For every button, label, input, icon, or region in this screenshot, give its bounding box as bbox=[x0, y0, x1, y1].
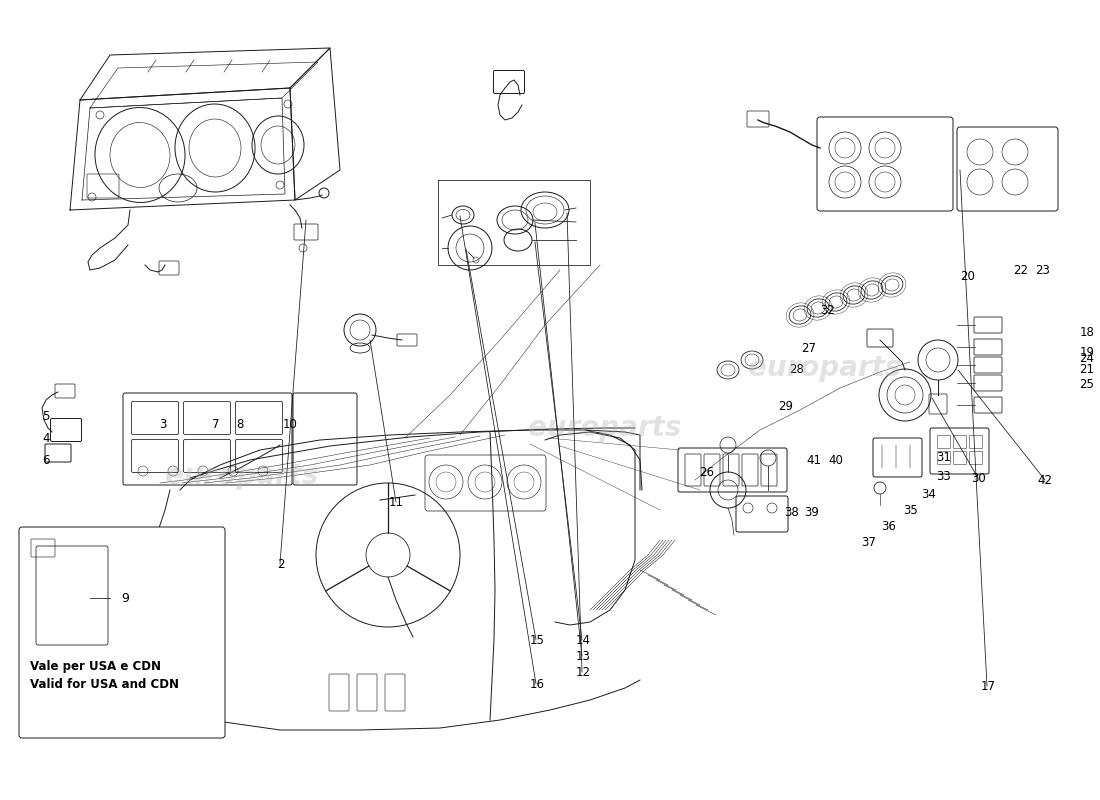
Text: 35: 35 bbox=[903, 504, 918, 517]
Text: 30: 30 bbox=[971, 472, 987, 485]
Text: 38: 38 bbox=[784, 506, 800, 518]
Text: 31: 31 bbox=[936, 451, 952, 464]
Text: Vale per USA e CDN: Vale per USA e CDN bbox=[30, 660, 161, 673]
Text: 26: 26 bbox=[698, 466, 714, 478]
Text: 18: 18 bbox=[1079, 326, 1094, 338]
Text: 12: 12 bbox=[575, 666, 591, 678]
Text: 29: 29 bbox=[778, 400, 793, 413]
Text: europarts: europarts bbox=[528, 414, 682, 442]
Text: europarts: europarts bbox=[165, 462, 319, 490]
Text: 4: 4 bbox=[43, 432, 50, 445]
Text: 16: 16 bbox=[529, 678, 544, 690]
Text: 14: 14 bbox=[575, 634, 591, 646]
Text: 32: 32 bbox=[820, 304, 835, 317]
Text: 17: 17 bbox=[980, 680, 996, 693]
Text: 8: 8 bbox=[236, 418, 243, 430]
Text: 2: 2 bbox=[277, 558, 284, 570]
Text: 23: 23 bbox=[1035, 264, 1050, 277]
Text: 9: 9 bbox=[121, 591, 129, 605]
Text: 40: 40 bbox=[828, 454, 844, 467]
Text: 34: 34 bbox=[921, 488, 936, 501]
Text: Valid for USA and CDN: Valid for USA and CDN bbox=[30, 678, 179, 691]
Text: 13: 13 bbox=[575, 650, 591, 662]
Text: 21: 21 bbox=[1079, 363, 1094, 376]
Text: 42: 42 bbox=[1037, 474, 1053, 486]
Text: 3: 3 bbox=[160, 418, 166, 430]
Text: europarts: europarts bbox=[748, 354, 902, 382]
Text: 6: 6 bbox=[43, 454, 50, 467]
Text: 27: 27 bbox=[801, 342, 816, 354]
Text: 19: 19 bbox=[1079, 346, 1094, 358]
Text: 28: 28 bbox=[789, 363, 804, 376]
Text: 24: 24 bbox=[1079, 352, 1094, 365]
Text: 36: 36 bbox=[881, 520, 896, 533]
Text: 39: 39 bbox=[804, 506, 820, 518]
Text: 11: 11 bbox=[388, 496, 404, 509]
Text: 22: 22 bbox=[1013, 264, 1028, 277]
FancyBboxPatch shape bbox=[19, 527, 226, 738]
Text: 7: 7 bbox=[212, 418, 219, 430]
Text: 10: 10 bbox=[283, 418, 298, 430]
Text: 33: 33 bbox=[936, 470, 952, 483]
Text: 15: 15 bbox=[529, 634, 544, 646]
Text: 25: 25 bbox=[1079, 378, 1094, 390]
Text: 37: 37 bbox=[861, 536, 877, 549]
Text: 41: 41 bbox=[806, 454, 822, 467]
Text: 1: 1 bbox=[90, 702, 97, 714]
Text: 20: 20 bbox=[960, 270, 976, 282]
Text: 5: 5 bbox=[43, 410, 50, 422]
